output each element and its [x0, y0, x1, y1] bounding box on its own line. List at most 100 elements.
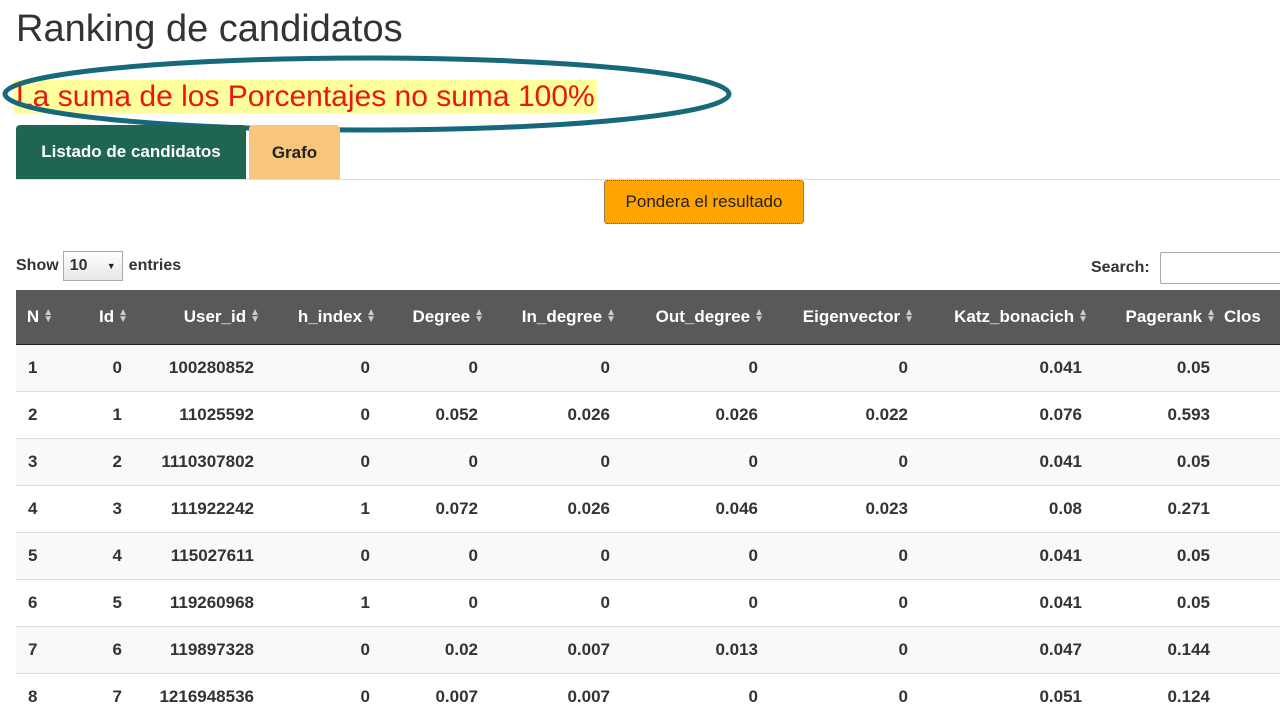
column-header-out-degree[interactable]: Out_degree ▲ ▼	[624, 290, 772, 345]
cell-id: 0	[112, 357, 122, 377]
entries-select[interactable]: 10 ▼	[62, 251, 123, 281]
cell-n: 2	[28, 404, 38, 424]
cell-n: 5	[28, 545, 38, 565]
search-label: Search:	[1091, 259, 1150, 276]
cell-h-index: 0	[360, 357, 370, 377]
cell-clos	[1224, 673, 1280, 720]
cell-clos	[1224, 579, 1280, 626]
column-header-label: User_id	[183, 306, 247, 326]
table-row[interactable]: 7 6 119897328 0 0.02 0.007 0.013 0 0.047 0.144	[16, 626, 1280, 673]
column-header-label: Id	[98, 306, 115, 326]
pondera-button[interactable]: Pondera el resultado	[604, 180, 804, 224]
cell-user-id: 1110307802	[161, 451, 254, 471]
column-header-user-id[interactable]: User_id ▲ ▼	[136, 290, 268, 345]
cell-h-index: 0	[360, 451, 370, 471]
cell-n: 4	[28, 498, 38, 518]
sort-both-icon: ▲ ▼	[1206, 307, 1216, 326]
cell-degree: 0	[468, 357, 478, 377]
cell-pagerank: 0.05	[1176, 545, 1210, 565]
cell-katz-bonacich: 0.041	[1039, 592, 1082, 612]
cell-h-index: 1	[360, 498, 370, 518]
cell-n: 1	[28, 357, 38, 377]
cell-n: 6	[28, 592, 38, 612]
column-header-label: Degree	[412, 306, 471, 326]
column-header-label: Pagerank	[1125, 306, 1203, 326]
cell-clos	[1224, 485, 1280, 532]
column-header-label: Eigenvector	[802, 306, 901, 326]
cell-pagerank: 0.144	[1167, 639, 1210, 659]
cell-degree: 0.072	[435, 498, 478, 518]
cell-eigenvector: 0	[898, 451, 908, 471]
cell-out-degree: 0.046	[715, 498, 758, 518]
cell-eigenvector: 0.023	[865, 498, 908, 518]
tab-listado-de-candidatos[interactable]: Listado de candidatos	[16, 125, 246, 180]
cell-user-id: 119260968	[169, 592, 254, 612]
cell-katz-bonacich: 0.051	[1039, 686, 1082, 706]
column-header-id[interactable]: Id ▲ ▼	[72, 290, 136, 345]
cell-user-id: 119897328	[169, 639, 254, 659]
cell-id: 6	[112, 639, 122, 659]
cell-in-degree: 0	[600, 357, 610, 377]
column-header-in-degree[interactable]: In_degree ▲ ▼	[492, 290, 624, 345]
cell-h-index: 1	[360, 592, 370, 612]
column-header-pagerank[interactable]: Pagerank ▲ ▼	[1096, 290, 1224, 345]
cell-eigenvector: 0.022	[865, 404, 908, 424]
tab-grafo[interactable]: Grafo	[249, 125, 340, 180]
cell-degree: 0	[468, 592, 478, 612]
table-row[interactable]: 1 0 100280852 0 0 0 0 0 0.041 0.05	[16, 344, 1280, 391]
sort-both-icon: ▲ ▼	[366, 307, 376, 326]
column-header-n[interactable]: N ▲ ▼	[16, 290, 72, 345]
cell-in-degree: 0.007	[567, 639, 610, 659]
table-row[interactable]: 5 4 115027611 0 0 0 0 0 0.041 0.05	[16, 532, 1280, 579]
cell-katz-bonacich: 0.041	[1039, 545, 1082, 565]
cell-katz-bonacich: 0.076	[1039, 404, 1082, 424]
tab-bar: Listado de candidatos Grafo	[16, 125, 340, 180]
sort-both-icon: ▲ ▼	[43, 307, 54, 326]
column-header-katz-bonacich[interactable]: Katz_bonacich ▲ ▼	[922, 290, 1096, 345]
cell-id: 3	[112, 498, 122, 518]
cell-user-id: 11025592	[179, 404, 254, 424]
cell-pagerank: 0.05	[1176, 592, 1210, 612]
cell-out-degree: 0	[748, 592, 758, 612]
cell-clos	[1224, 344, 1280, 391]
cell-pagerank: 0.271	[1167, 498, 1210, 518]
cell-in-degree: 0.026	[567, 498, 610, 518]
cell-n: 7	[28, 639, 38, 659]
column-header-label: In_degree	[521, 306, 603, 326]
cell-h-index: 0	[360, 686, 370, 706]
cell-n: 8	[28, 686, 38, 706]
column-header-eigenvector[interactable]: Eigenvector ▲ ▼	[772, 290, 922, 345]
column-header-clos[interactable]: Clos	[1224, 290, 1280, 345]
sort-both-icon: ▲ ▼	[118, 307, 128, 326]
table-row[interactable]: 2 1 11025592 0 0.052 0.026 0.026 0.022 0.076 0.59…	[16, 391, 1280, 438]
column-header-h-index[interactable]: h_index ▲ ▼	[268, 290, 384, 345]
table-row[interactable]: 4 3 111922242 1 0.072 0.026 0.046 0.023 0.08 0.27…	[16, 485, 1280, 532]
cell-degree: 0	[468, 545, 478, 565]
show-label: Show	[16, 257, 59, 274]
cell-eigenvector: 0	[898, 592, 908, 612]
column-header-degree[interactable]: Degree ▲ ▼	[384, 290, 492, 345]
table-row[interactable]: 8 7 1216948536 0 0.007 0.007 0 0 0.051 0.124	[16, 673, 1280, 720]
table-header: N ▲ ▼ Id ▲ ▼ User_id ▲ ▼ h_index ▲ ▼ Degree ▲ ▼ In_degr…	[16, 290, 1280, 345]
cell-degree: 0.007	[435, 686, 478, 706]
cell-out-degree: 0.026	[715, 404, 758, 424]
table-row[interactable]: 6 5 119260968 1 0 0 0 0 0.041 0.05	[16, 579, 1280, 626]
entries-label: entries	[128, 257, 182, 274]
column-header-label: h_index	[297, 306, 363, 326]
search-input[interactable]	[1159, 252, 1280, 284]
cell-eigenvector: 0	[898, 357, 908, 377]
cell-out-degree: 0	[748, 357, 758, 377]
cell-id: 4	[112, 545, 122, 565]
cell-user-id: 100280852	[168, 357, 254, 377]
cell-clos	[1224, 626, 1280, 673]
cell-degree: 0.02	[444, 639, 478, 659]
column-header-label: Katz_bonacich	[954, 306, 1075, 326]
table-row[interactable]: 3 2 1110307802 0 0 0 0 0 0.041 0.05	[16, 438, 1280, 485]
sort-both-icon: ▲ ▼	[904, 307, 914, 326]
cell-clos	[1224, 438, 1280, 485]
sort-both-icon: ▲ ▼	[606, 307, 616, 326]
column-header-label: N	[26, 306, 40, 326]
cell-in-degree: 0	[600, 592, 610, 612]
cell-id: 1	[112, 404, 122, 424]
